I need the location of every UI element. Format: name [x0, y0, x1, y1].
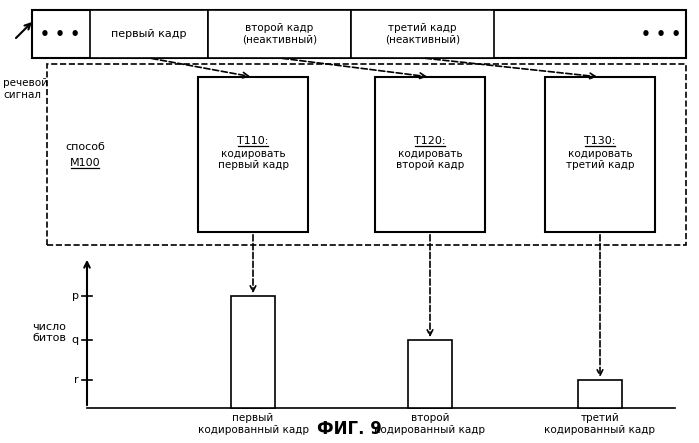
- Bar: [351, 10, 494, 58]
- Text: • • •: • • •: [641, 27, 681, 42]
- Bar: [408, 340, 452, 408]
- Text: первый кадр: первый кадр: [111, 29, 187, 39]
- Text: M100: M100: [70, 158, 101, 167]
- Text: первый
кодированный кадр: первый кодированный кадр: [198, 413, 308, 435]
- Bar: [90, 10, 208, 58]
- Text: кодировать
второй кадр: кодировать второй кадр: [396, 149, 464, 170]
- Bar: [198, 77, 308, 232]
- Text: третий
кодированный кадр: третий кодированный кадр: [545, 413, 656, 435]
- Bar: [578, 380, 622, 408]
- Text: кодировать
третий кадр: кодировать третий кадр: [565, 149, 634, 170]
- Text: q: q: [72, 335, 79, 345]
- Text: второй
кодированный кадр: второй кодированный кадр: [375, 413, 486, 435]
- Text: T120:: T120:: [415, 136, 446, 145]
- Text: второй кадр
(неактивный): второй кадр (неактивный): [242, 23, 317, 45]
- Bar: [208, 10, 351, 58]
- Bar: [545, 77, 655, 232]
- Text: число
битов: число битов: [32, 322, 66, 343]
- Bar: [375, 77, 485, 232]
- Text: ФИГ. 9: ФИГ. 9: [317, 420, 382, 438]
- Text: кодировать
первый кадр: кодировать первый кадр: [217, 149, 289, 170]
- Text: речевой
сигнал: речевой сигнал: [3, 78, 48, 100]
- Text: r: r: [74, 375, 79, 385]
- Bar: [231, 296, 275, 408]
- Text: T130:: T130:: [584, 136, 616, 145]
- Text: • • •: • • •: [40, 27, 80, 42]
- Bar: [32, 10, 686, 58]
- Text: способ: способ: [65, 141, 105, 152]
- Text: p: p: [72, 291, 79, 301]
- Text: третий кадр
(неактивный): третий кадр (неактивный): [385, 23, 460, 45]
- Bar: [47, 64, 686, 245]
- Text: T110:: T110:: [238, 136, 268, 145]
